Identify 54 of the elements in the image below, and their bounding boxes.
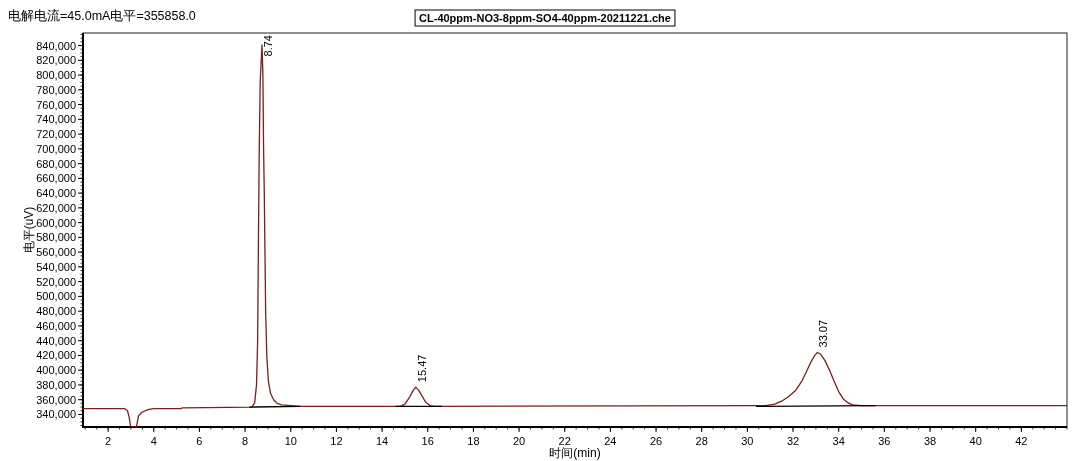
annotation: 8.74 — [261, 35, 274, 57]
y-tick-label: 640,000 — [36, 187, 76, 200]
chart-subtitle: 电解电流=45.0mA电平=355858.0 — [8, 8, 196, 23]
x-tick-label: 42 — [1015, 435, 1028, 447]
x-tick-label: 38 — [923, 435, 937, 447]
y-tick-label: 360,000 — [36, 393, 76, 406]
y-tick-label: 500,000 — [36, 290, 76, 303]
y-tick-label: 840,000 — [36, 39, 76, 52]
x-tick-label: 26 — [649, 435, 663, 447]
x-tick-label: 32 — [786, 435, 800, 447]
x-tick-label: 20 — [512, 435, 526, 447]
y-tick-label: 460,000 — [36, 319, 76, 332]
x-tick-label: 12 — [330, 435, 343, 447]
x-tick-label: 14 — [375, 435, 389, 447]
y-tick-label: 440,000 — [36, 334, 76, 347]
y-tick-label: 480,000 — [36, 305, 76, 318]
y-tick-label: 580,000 — [36, 231, 76, 244]
y-tick-label: 680,000 — [36, 157, 76, 170]
y-tick-label: 720,000 — [36, 128, 76, 141]
x-tick-label: 6 — [196, 435, 203, 447]
y-tick-label: 820,000 — [36, 54, 76, 67]
y-tick-label: 420,000 — [36, 349, 76, 362]
x-tick-label: 8 — [242, 435, 249, 447]
x-tick-label: 2 — [105, 435, 112, 447]
annotation: 33.07 — [817, 319, 830, 348]
x-tick-label: 28 — [695, 435, 708, 447]
x-tick-label: 10 — [284, 435, 297, 447]
y-tick-label: 400,000 — [36, 364, 76, 377]
y-tick-label: 340,000 — [36, 408, 76, 421]
x-tick-label: 4 — [150, 435, 157, 447]
x-tick-label: 36 — [878, 435, 891, 447]
x-tick-label: 18 — [467, 435, 480, 447]
x-tick-label: 30 — [741, 435, 754, 447]
y-tick-label: 560,000 — [36, 246, 76, 259]
x-tick-label: 34 — [832, 435, 845, 447]
x-tick-label: 16 — [421, 435, 434, 447]
x-tick-label: 40 — [969, 435, 982, 447]
y-tick-label: 760,000 — [36, 98, 76, 111]
y-tick-label: 600,000 — [36, 216, 76, 229]
y-tick-label: 660,000 — [36, 172, 76, 185]
chart-title: CL-40ppm-NO3-8ppm-SO4-40ppm-20211221.che — [419, 12, 671, 24]
y-tick-label: 780,000 — [36, 83, 76, 96]
y-axis-title: 电平(uV) — [22, 206, 36, 254]
x-tick-label: 24 — [604, 435, 617, 447]
annotation: 15.47 — [415, 354, 428, 383]
x-tick-label: 22 — [558, 435, 571, 447]
y-tick-label: 700,000 — [36, 142, 76, 155]
y-tick-label: 540,000 — [36, 260, 76, 273]
y-tick-label: 620,000 — [36, 201, 76, 214]
x-axis-title: 时间(min) — [549, 446, 601, 460]
y-tick-label: 520,000 — [36, 275, 76, 288]
y-tick-label: 800,000 — [36, 69, 76, 82]
y-tick-label: 380,000 — [36, 378, 76, 391]
y-tick-label: 740,000 — [36, 113, 76, 126]
